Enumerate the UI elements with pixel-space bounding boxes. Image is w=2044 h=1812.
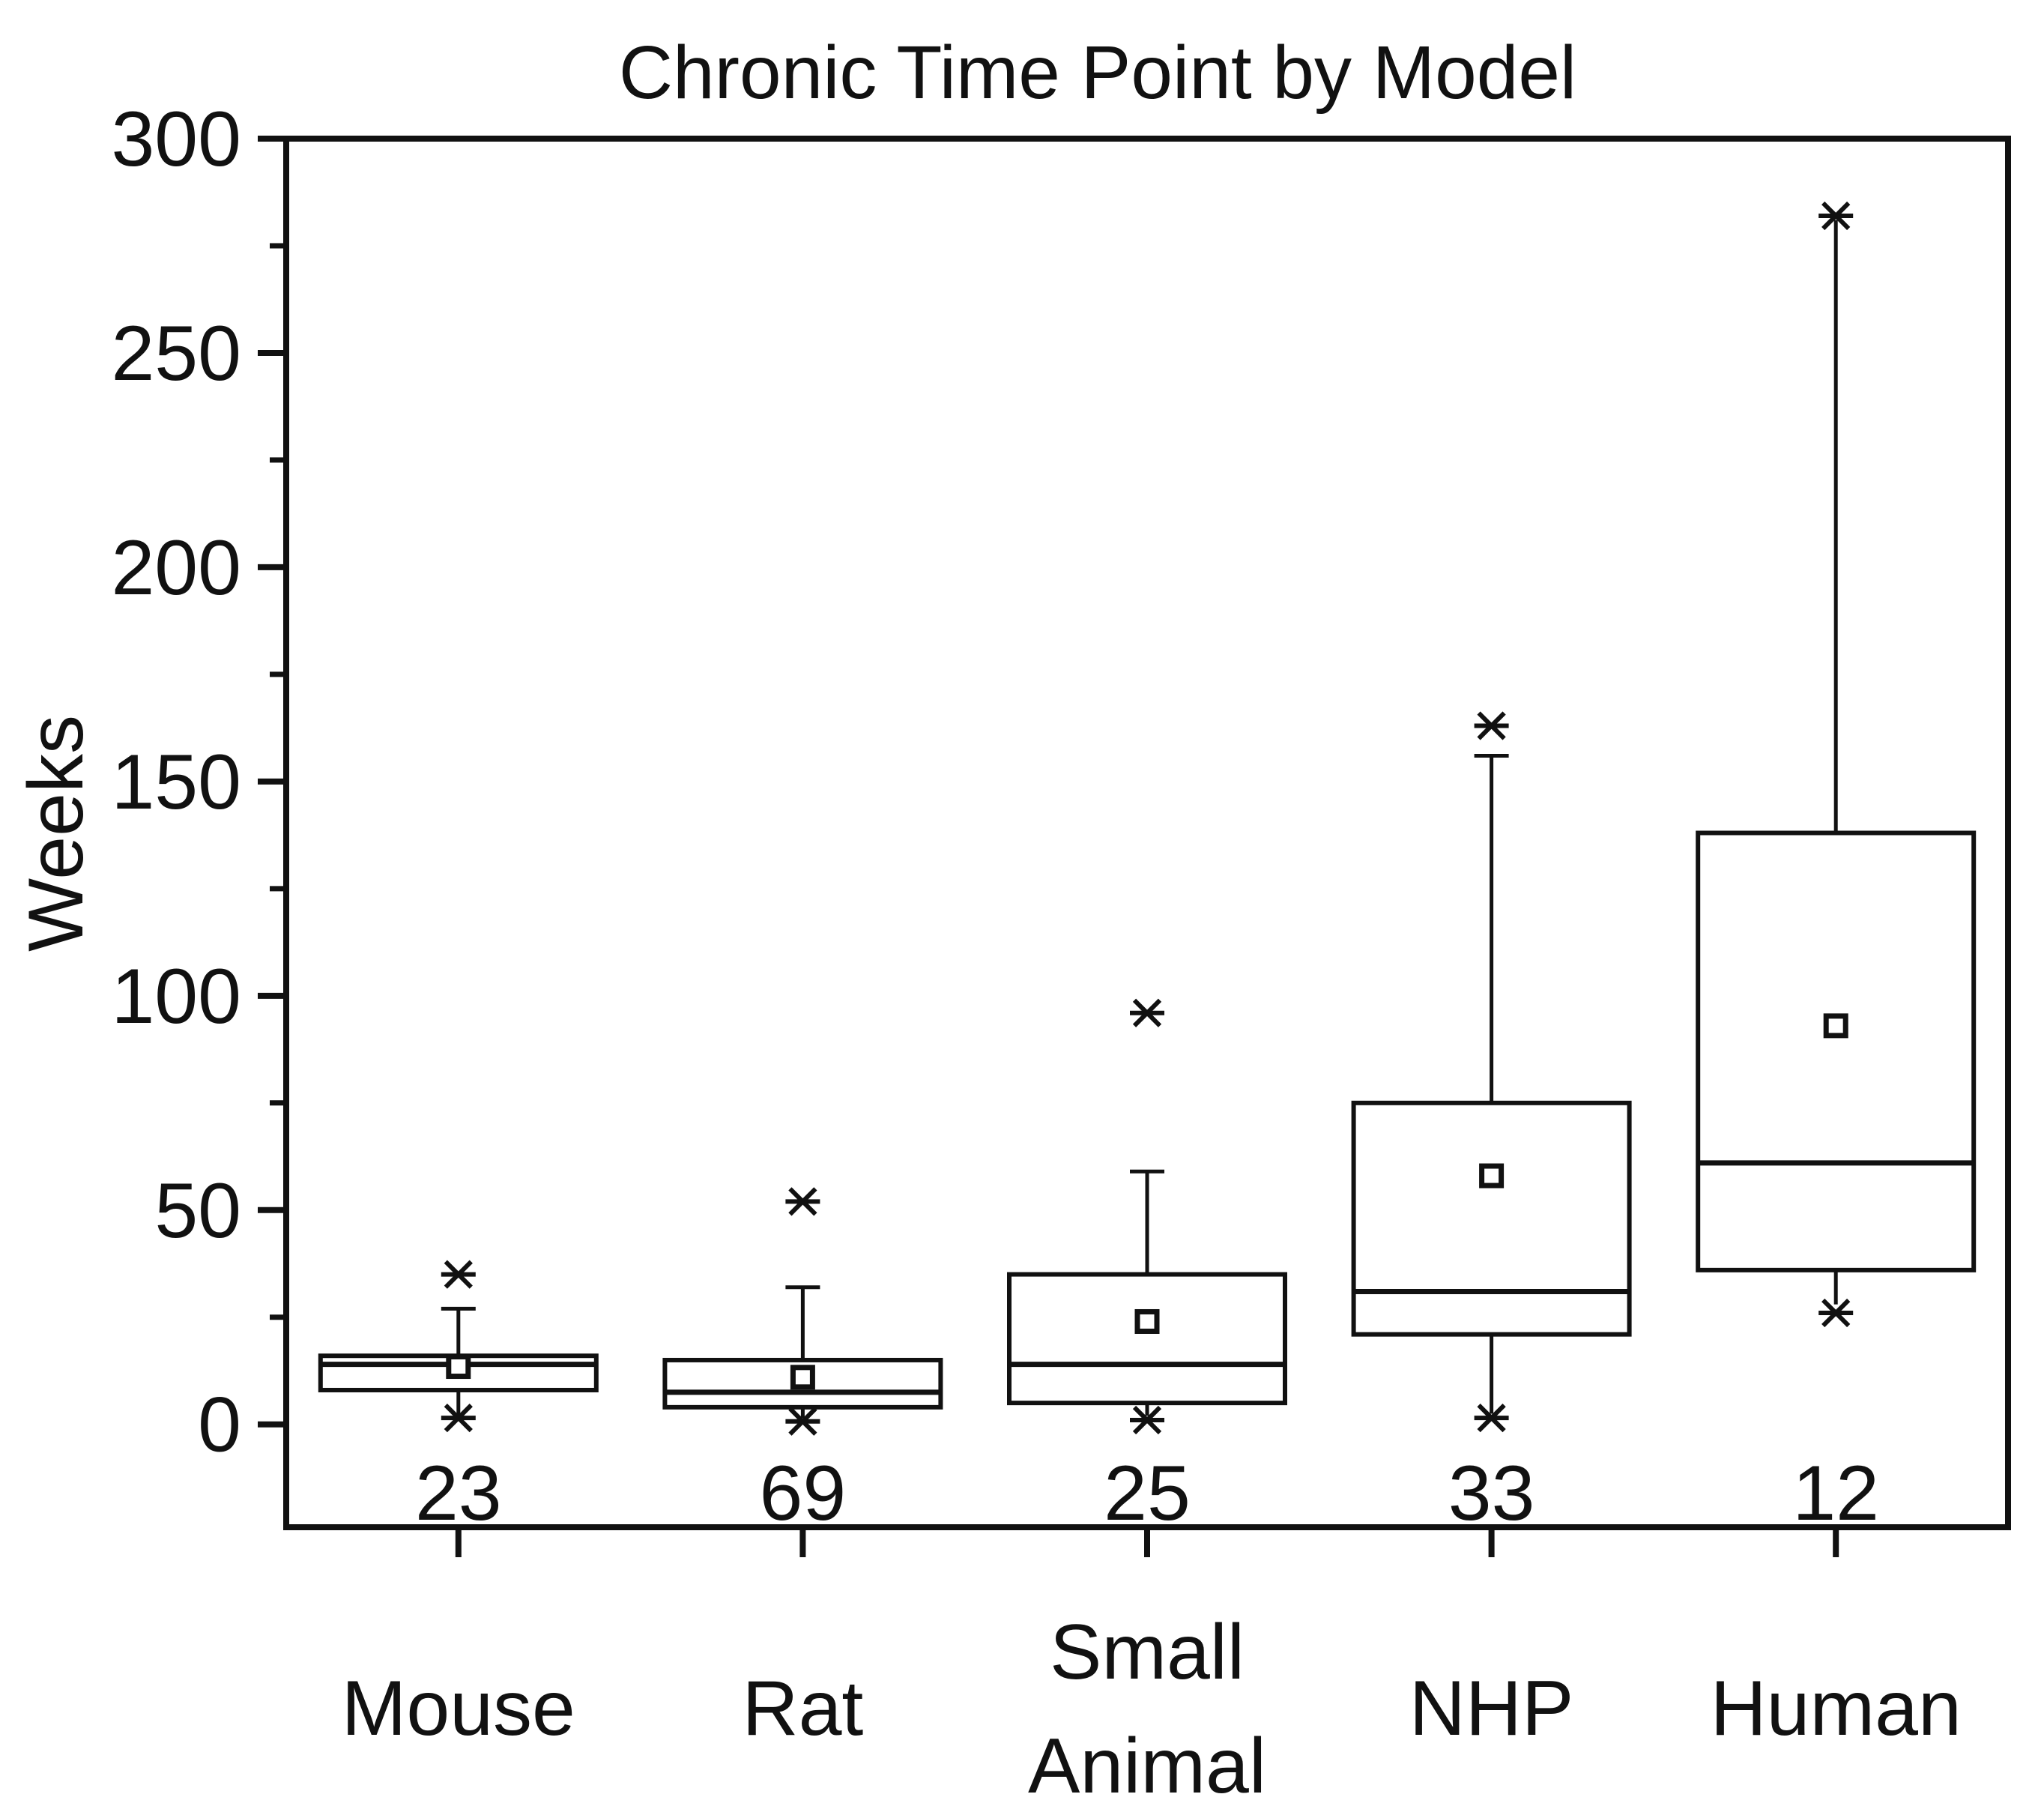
count-label-rat: 69 xyxy=(760,1450,847,1537)
category-label-rat: Rat xyxy=(742,1665,863,1752)
count-label-small: 25 xyxy=(1104,1450,1191,1537)
y-tick-label: 300 xyxy=(111,96,241,183)
category-label-mouse: Mouse xyxy=(342,1665,575,1752)
plot-dynamic-layer: 0 50 100 150 200 250 300 23 Mouse 69 Rat 25 Small Ani… xyxy=(111,96,2011,1810)
outlier-low-human-d2 xyxy=(1821,1298,1851,1328)
outlier-high-small-d2 xyxy=(1132,998,1162,1027)
plot-frame xyxy=(283,136,2011,1530)
outlier-low-small-d2 xyxy=(1132,1405,1162,1435)
box-small xyxy=(1007,1272,1287,1406)
y-tick-label: 150 xyxy=(111,739,241,826)
outlier-low-mouse-d2 xyxy=(444,1404,473,1433)
mean-marker-rat xyxy=(790,1365,815,1390)
y-tick-label: 250 xyxy=(111,310,241,397)
outlier-high-mouse-d2 xyxy=(444,1260,473,1289)
y-tick-label: 200 xyxy=(111,525,241,611)
outlier-high-rat-d2 xyxy=(788,1187,817,1216)
mean-marker-small xyxy=(1134,1308,1160,1334)
count-label-mouse: 23 xyxy=(415,1450,502,1537)
y-tick-label: 0 xyxy=(198,1382,241,1469)
chart-title: Chronic Time Point by Model xyxy=(619,31,1576,115)
y-axis-label: Weeks xyxy=(13,715,100,952)
box-human xyxy=(1696,830,1977,1272)
outlier-low-rat-d2 xyxy=(788,1407,817,1436)
count-label-human: 12 xyxy=(1792,1450,1879,1537)
count-label-nhp: 33 xyxy=(1448,1450,1535,1537)
box-nhp xyxy=(1351,1100,1632,1337)
category-label-human: Human xyxy=(1711,1665,1962,1752)
y-tick-label: 100 xyxy=(111,953,241,1040)
mean-marker-human xyxy=(1823,1013,1848,1039)
outlier-low-nhp-d2 xyxy=(1477,1404,1506,1433)
y-tick-label: 50 xyxy=(154,1168,241,1254)
mean-marker-mouse xyxy=(446,1354,471,1380)
outlier-high-human-d2 xyxy=(1821,201,1851,231)
outlier-high-nhp-d2 xyxy=(1477,711,1506,740)
category-label-small-line2: Animal xyxy=(1028,1723,1266,1810)
mean-marker-nhp xyxy=(1479,1163,1505,1189)
category-label-nhp: NHP xyxy=(1409,1665,1574,1752)
category-label-small-line1: Small xyxy=(1050,1609,1245,1696)
